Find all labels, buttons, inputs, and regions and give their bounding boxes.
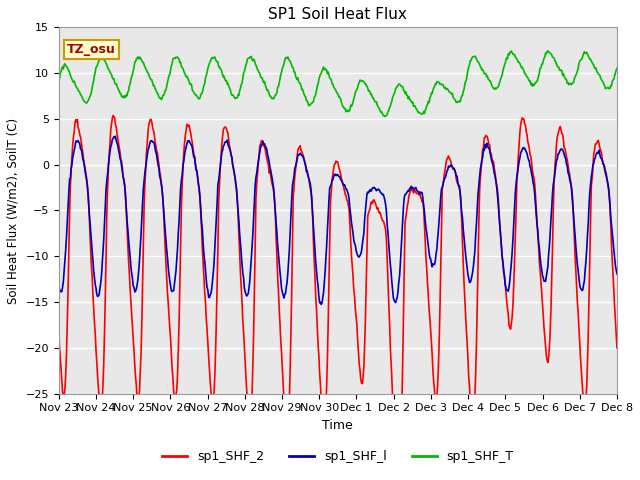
Text: TZ_osu: TZ_osu bbox=[67, 43, 116, 56]
sp1_SHF_T bbox=[613, 65, 621, 71]
sp1_SHF_T bbox=[122, 92, 130, 97]
sp1_SHF_l bbox=[55, 282, 63, 288]
Line: sp1_SHF_l: sp1_SHF_l bbox=[59, 136, 617, 304]
Legend: sp1_SHF_2, sp1_SHF_l, sp1_SHF_T: sp1_SHF_2, sp1_SHF_l, sp1_SHF_T bbox=[157, 445, 519, 468]
sp1_SHF_l bbox=[180, 159, 188, 165]
Line: sp1_SHF_2: sp1_SHF_2 bbox=[59, 116, 617, 480]
sp1_SHF_T bbox=[406, 97, 414, 103]
sp1_SHF_l bbox=[124, 218, 131, 224]
sp1_SHF_2 bbox=[613, 345, 621, 351]
X-axis label: Time: Time bbox=[323, 419, 353, 432]
sp1_SHF_l bbox=[111, 133, 119, 139]
sp1_SHF_T bbox=[179, 66, 187, 72]
sp1_SHF_2 bbox=[424, 281, 431, 287]
sp1_SHF_T bbox=[381, 114, 388, 120]
Line: sp1_SHF_T: sp1_SHF_T bbox=[59, 51, 617, 117]
sp1_SHF_2 bbox=[124, 227, 131, 232]
sp1_SHF_l bbox=[424, 237, 431, 243]
sp1_SHF_2 bbox=[55, 329, 63, 335]
sp1_SHF_T bbox=[423, 103, 431, 108]
Y-axis label: Soil Heat Flux (W/m2), SoilT (C): Soil Heat Flux (W/m2), SoilT (C) bbox=[7, 118, 20, 303]
sp1_SHF_2 bbox=[65, 252, 73, 257]
sp1_SHF_l bbox=[209, 270, 217, 276]
sp1_SHF_l bbox=[317, 301, 325, 307]
sp1_SHF_l bbox=[408, 183, 415, 189]
sp1_SHF_T bbox=[209, 55, 216, 61]
sp1_SHF_T bbox=[55, 79, 63, 85]
sp1_SHF_2 bbox=[408, 187, 415, 193]
sp1_SHF_2 bbox=[109, 113, 117, 119]
Title: SP1 Soil Heat Flux: SP1 Soil Heat Flux bbox=[268, 7, 407, 22]
sp1_SHF_l bbox=[65, 189, 73, 194]
sp1_SHF_T bbox=[65, 68, 73, 73]
sp1_SHF_2 bbox=[180, 151, 188, 156]
sp1_SHF_l bbox=[613, 271, 621, 277]
sp1_SHF_T bbox=[544, 48, 552, 54]
sp1_SHF_2 bbox=[209, 396, 217, 402]
